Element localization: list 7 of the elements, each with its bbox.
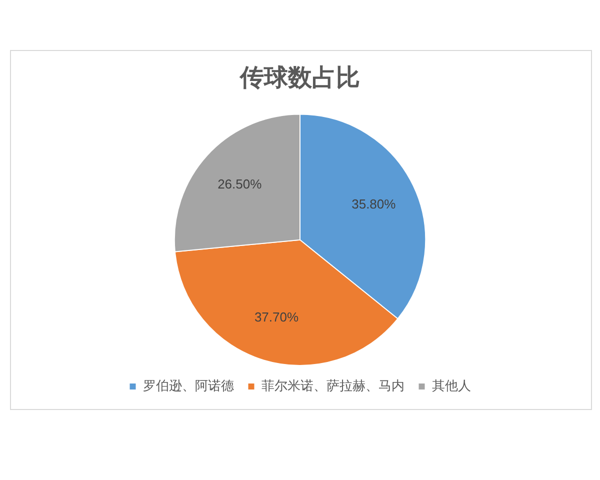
data-label: 37.70% <box>254 310 299 325</box>
chart-title: 传球数占比 <box>239 64 360 92</box>
legend-label: 罗伯逊、阿诺德 <box>142 378 234 394</box>
legend-label: 菲尔米诺、萨拉赫、马内 <box>261 378 404 394</box>
legend-label: 其他人 <box>432 378 471 394</box>
data-label: 35.80% <box>352 196 396 212</box>
data-label: 26.50% <box>218 176 262 192</box>
